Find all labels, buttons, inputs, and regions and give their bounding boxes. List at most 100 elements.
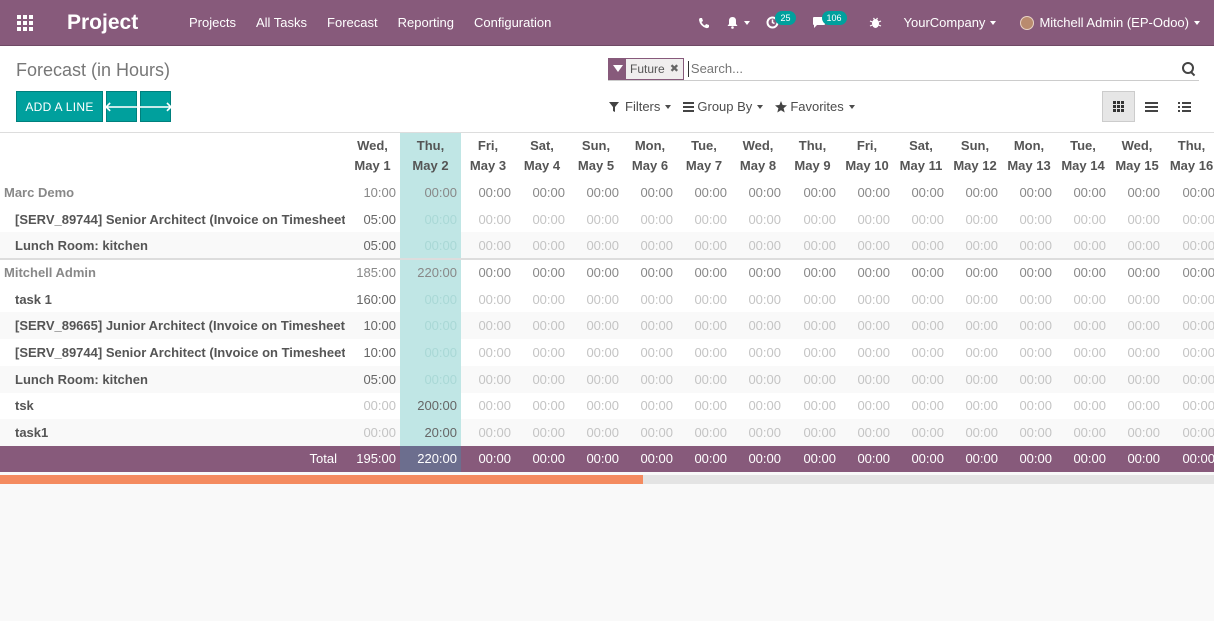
- forecast-cell[interactable]: 00:00: [803, 211, 836, 227]
- forecast-cell[interactable]: 00:00: [478, 211, 511, 227]
- forecast-cell[interactable]: 00:00: [894, 312, 948, 340]
- forecast-cell[interactable]: 00:00: [1056, 312, 1110, 340]
- forecast-cell[interactable]: 00:00: [1002, 365, 1056, 393]
- forecast-cell[interactable]: 00:00: [785, 232, 840, 260]
- forecast-cell[interactable]: 00:00: [894, 365, 948, 393]
- forecast-cell[interactable]: 00:00: [1182, 344, 1214, 360]
- forecast-cell[interactable]: 00:00: [1127, 398, 1160, 414]
- forecast-cell[interactable]: 00:00: [586, 398, 619, 414]
- forecast-cell[interactable]: 00:00: [748, 291, 781, 307]
- forecast-cell[interactable]: 00:00: [1182, 211, 1214, 227]
- forecast-cell[interactable]: 00:00: [623, 365, 677, 393]
- forecast-cell[interactable]: 00:00: [840, 232, 894, 260]
- next-period-button[interactable]: 🡒: [138, 91, 173, 122]
- forecast-cell[interactable]: 00:00: [478, 344, 511, 360]
- forecast-cell[interactable]: 00:00: [911, 291, 944, 307]
- forecast-cell[interactable]: 10:00: [363, 344, 396, 360]
- forecast-cell[interactable]: 00:00: [461, 232, 515, 260]
- forecast-cell[interactable]: 00:00: [965, 211, 998, 227]
- forecast-cell[interactable]: 00:00: [1073, 398, 1106, 414]
- forecast-cell[interactable]: 00:00: [857, 291, 890, 307]
- forecast-cell[interactable]: 00:00: [1164, 312, 1214, 340]
- forecast-cell[interactable]: 05:00: [345, 232, 400, 260]
- forecast-cell[interactable]: 00:00: [911, 211, 944, 227]
- activity-clock-icon[interactable]: 25: [758, 0, 803, 46]
- forecast-cell[interactable]: 00:00: [894, 419, 948, 446]
- forecast-cell[interactable]: 00:00: [677, 312, 731, 340]
- forecast-cell[interactable]: 00:00: [1127, 344, 1160, 360]
- remove-facet-icon[interactable]: ✖: [669, 63, 679, 75]
- forecast-cell[interactable]: 00:00: [345, 419, 400, 446]
- forecast-cell[interactable]: 00:00: [785, 419, 840, 446]
- forecast-cell[interactable]: 00:00: [586, 211, 619, 227]
- forecast-cell[interactable]: 00:00: [1019, 211, 1052, 227]
- kanban-view-button[interactable]: [1135, 91, 1168, 122]
- forecast-cell[interactable]: 00:00: [1073, 211, 1106, 227]
- forecast-cell[interactable]: 00:00: [623, 419, 677, 446]
- forecast-cell[interactable]: 00:00: [948, 232, 1002, 260]
- forecast-cell[interactable]: 00:00: [748, 344, 781, 360]
- debug-bug-icon[interactable]: [861, 0, 890, 46]
- bell-icon[interactable]: [718, 0, 758, 46]
- company-switcher[interactable]: YourCompany: [896, 0, 1005, 46]
- forecast-cell[interactable]: 20:00: [400, 419, 461, 446]
- forecast-cell[interactable]: 00:00: [1182, 398, 1214, 414]
- list-view-button[interactable]: [1168, 91, 1201, 122]
- forecast-cell[interactable]: 00:00: [731, 365, 785, 393]
- forecast-cell[interactable]: 00:00: [623, 312, 677, 340]
- forecast-cell[interactable]: 00:00: [694, 291, 727, 307]
- forecast-cell[interactable]: 00:00: [948, 365, 1002, 393]
- user-menu[interactable]: Mitchell Admin (EP-Odoo): [1012, 0, 1214, 46]
- forecast-cell[interactable]: 00:00: [586, 291, 619, 307]
- forecast-cell[interactable]: 00:00: [400, 205, 461, 233]
- forecast-cell[interactable]: 00:00: [532, 398, 565, 414]
- forecast-cell[interactable]: 05:00: [363, 211, 396, 227]
- forecast-cell[interactable]: 00:00: [803, 398, 836, 414]
- forecast-cell[interactable]: 160:00: [356, 291, 396, 307]
- forecast-cell[interactable]: 00:00: [965, 344, 998, 360]
- forecast-cell[interactable]: 00:00: [461, 365, 515, 393]
- previous-period-button[interactable]: 🡐: [104, 91, 139, 122]
- forecast-cell[interactable]: 00:00: [1002, 312, 1056, 340]
- forecast-cell[interactable]: 00:00: [569, 419, 623, 446]
- forecast-cell[interactable]: 00:00: [840, 365, 894, 393]
- forecast-cell[interactable]: 00:00: [1002, 232, 1056, 260]
- forecast-cell[interactable]: 00:00: [400, 365, 461, 393]
- forecast-cell[interactable]: 00:00: [857, 398, 890, 414]
- forecast-cell[interactable]: 00:00: [400, 232, 461, 260]
- forecast-cell[interactable]: 00:00: [748, 398, 781, 414]
- app-brand[interactable]: Project: [67, 10, 139, 34]
- forecast-cell[interactable]: 00:00: [731, 419, 785, 446]
- forecast-cell[interactable]: 00:00: [731, 232, 785, 260]
- menu-item-projects[interactable]: Projects: [189, 14, 236, 30]
- forecast-cell[interactable]: 00:00: [803, 344, 836, 360]
- forecast-cell[interactable]: 00:00: [1019, 398, 1052, 414]
- filters-dropdown[interactable]: Filters: [609, 99, 672, 114]
- forecast-cell[interactable]: 00:00: [1019, 291, 1052, 307]
- forecast-cell[interactable]: 00:00: [400, 339, 461, 366]
- forecast-cell[interactable]: 00:00: [478, 291, 511, 307]
- grid-view-button[interactable]: [1102, 91, 1135, 122]
- forecast-cell[interactable]: 00:00: [1073, 291, 1106, 307]
- forecast-cell[interactable]: 00:00: [586, 344, 619, 360]
- forecast-cell[interactable]: 00:00: [532, 211, 565, 227]
- forecast-cell[interactable]: 00:00: [731, 312, 785, 340]
- forecast-cell[interactable]: 00:00: [515, 365, 569, 393]
- forecast-cell[interactable]: 00:00: [532, 291, 565, 307]
- forecast-cell[interactable]: 00:00: [694, 398, 727, 414]
- favorites-dropdown[interactable]: Favorites: [775, 99, 855, 114]
- forecast-cell[interactable]: 00:00: [677, 232, 731, 260]
- forecast-cell[interactable]: 00:00: [948, 312, 1002, 340]
- forecast-cell[interactable]: 00:00: [748, 211, 781, 227]
- forecast-cell[interactable]: 00:00: [1110, 312, 1164, 340]
- forecast-cell[interactable]: 00:00: [532, 344, 565, 360]
- messages-chat-icon[interactable]: 106: [804, 0, 855, 46]
- forecast-cell[interactable]: 00:00: [478, 398, 511, 414]
- forecast-cell[interactable]: 00:00: [911, 398, 944, 414]
- forecast-cell[interactable]: 00:00: [677, 365, 731, 393]
- forecast-cell[interactable]: 00:00: [694, 211, 727, 227]
- forecast-cell[interactable]: 00:00: [515, 312, 569, 340]
- forecast-cell[interactable]: 00:00: [400, 285, 461, 313]
- forecast-cell[interactable]: 200:00: [400, 392, 461, 420]
- forecast-cell[interactable]: 00:00: [785, 365, 840, 393]
